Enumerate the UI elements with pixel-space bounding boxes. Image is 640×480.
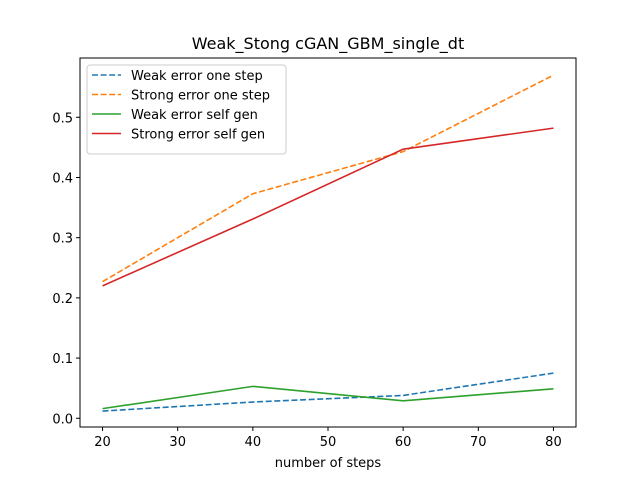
y-tick-label: 0.5 bbox=[52, 111, 73, 126]
legend-box bbox=[86, 64, 287, 155]
series-line-1 bbox=[102, 372, 554, 412]
x-tick-label: 50 bbox=[320, 435, 337, 450]
legend: Weak error one step Strong error one step… bbox=[86, 64, 287, 155]
x-tick-label: 20 bbox=[94, 435, 111, 450]
y-axis: 0.0 0.1 0.2 0.3 0.4 0.5 bbox=[52, 111, 80, 427]
series-line-2 bbox=[102, 74, 554, 283]
y-tick-label: 0.2 bbox=[52, 292, 73, 307]
x-tick-label: 70 bbox=[470, 435, 487, 450]
legend-label-2: Strong error one step bbox=[131, 89, 270, 104]
y-tick-label: 0.4 bbox=[52, 171, 73, 186]
y-tick-label: 0.0 bbox=[52, 412, 73, 427]
legend-label-1: Weak error one step bbox=[131, 69, 263, 84]
series-lines bbox=[102, 74, 554, 412]
legend-label-4: Strong error self gen bbox=[131, 128, 265, 143]
x-axis: 20 30 40 50 60 70 80 bbox=[94, 427, 562, 450]
chart-title: Weak_Stong cGAN_GBM_single_dt bbox=[192, 34, 464, 54]
series-line-4 bbox=[102, 127, 554, 287]
x-tick-label: 40 bbox=[245, 435, 262, 450]
x-tick-label: 60 bbox=[395, 435, 412, 450]
x-tick-label: 80 bbox=[545, 435, 562, 450]
x-tick-label: 30 bbox=[169, 435, 186, 450]
x-axis-label: number of steps bbox=[275, 456, 382, 471]
y-tick-label: 0.1 bbox=[52, 352, 73, 367]
legend-label-3: Weak error self gen bbox=[131, 108, 258, 123]
y-tick-label: 0.3 bbox=[52, 232, 73, 247]
series-line-3 bbox=[102, 385, 554, 410]
